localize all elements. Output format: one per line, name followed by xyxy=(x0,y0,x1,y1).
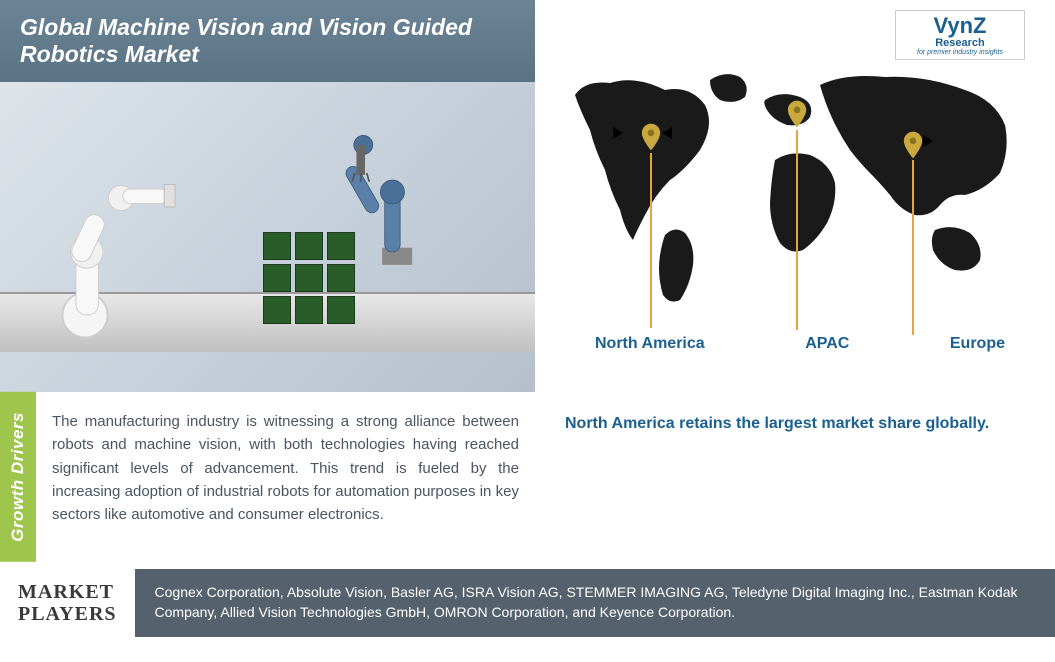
region-labels: North America APAC Europe xyxy=(555,335,1035,353)
page-title: Global Machine Vision and Vision Guided … xyxy=(0,0,535,82)
players-label-line: MARKET xyxy=(18,581,117,603)
arrow-icon xyxy=(923,135,933,147)
region-label: APAC xyxy=(805,335,849,353)
robot-arm-white-icon xyxy=(40,162,220,342)
map-pin-icon xyxy=(641,123,661,151)
market-players-bar: MARKET PLAYERS Cognex Corporation, Absol… xyxy=(0,569,1055,637)
arrow-icon xyxy=(613,127,623,139)
market-players-label: MARKET PLAYERS xyxy=(0,569,135,637)
world-map xyxy=(555,55,1025,315)
world-map-svg xyxy=(555,55,1025,315)
logo-sub: Research xyxy=(935,37,985,49)
region-label: North America xyxy=(595,335,705,353)
growth-drivers-label: Growth Drivers xyxy=(0,392,36,562)
market-players-text: Cognex Corporation, Absolute Vision, Bas… xyxy=(135,569,1055,637)
leader-line xyxy=(796,130,798,330)
leader-line xyxy=(912,160,914,335)
hero-illustration xyxy=(0,82,535,392)
growth-drivers-section: Growth Drivers The manufacturing industr… xyxy=(0,392,535,562)
growth-drivers-text: The manufacturing industry is witnessing… xyxy=(36,392,535,562)
logo-brand: VynZ xyxy=(934,15,987,37)
leader-line xyxy=(650,153,652,328)
market-statement: North America retains the largest market… xyxy=(555,415,1035,433)
map-section: North America APAC Europe North America … xyxy=(555,55,1035,315)
players-label-line: PLAYERS xyxy=(18,603,117,625)
region-label: Europe xyxy=(950,335,1005,353)
map-pin-icon xyxy=(903,131,923,159)
map-pin-icon xyxy=(787,100,807,128)
arrow-icon xyxy=(662,127,672,139)
brand-logo: VynZ Research for premier industry insig… xyxy=(895,10,1025,60)
chips-grid-graphic xyxy=(263,232,355,324)
